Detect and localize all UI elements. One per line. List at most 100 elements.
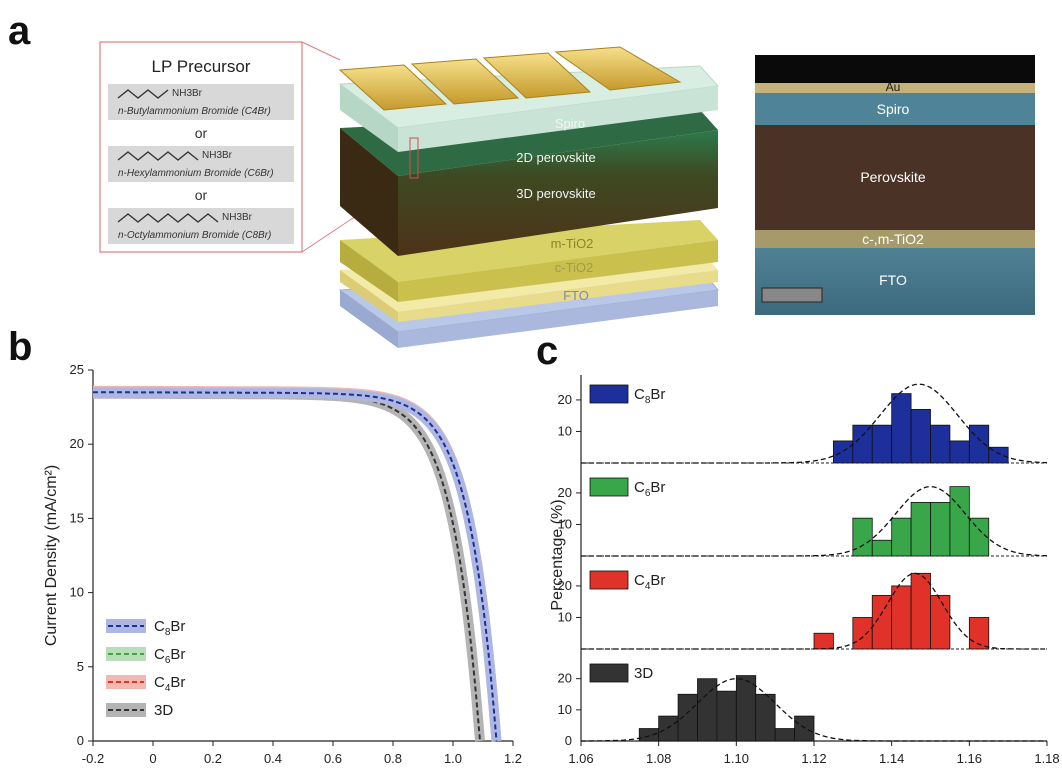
- jv-x-tick-label: -0.2: [82, 751, 104, 766]
- sem-label-spiro: Spiro: [877, 101, 910, 117]
- layer-label-3d: 3D perovskite: [516, 186, 595, 201]
- jv-line-c8br: [93, 391, 498, 742]
- electrode-3: [482, 52, 592, 99]
- hist-bar-c6br: [910, 501, 931, 557]
- jv-x-tick-label: 0.8: [384, 751, 402, 766]
- sem-spiro-band: [755, 93, 1035, 125]
- jv-x-tick-label: 0.2: [204, 751, 222, 766]
- layer-label-2d: 2D perovskite: [516, 150, 595, 165]
- hist-x-tick-label: 1.16: [957, 751, 982, 766]
- layer-spiro-front: [398, 86, 718, 152]
- sem-label-fto: FTO: [879, 272, 907, 288]
- electrode-4: [554, 46, 682, 91]
- panel-label-c: c: [536, 329, 558, 373]
- hist-bar-c4br: [891, 585, 912, 650]
- hist-bar-c8br: [833, 440, 854, 464]
- hist-y-tick-label: 20: [558, 485, 572, 500]
- hist-y-tick-label: 20: [558, 671, 572, 686]
- hist-legend-swatch: [589, 477, 629, 497]
- layer-perovskite-side: [340, 128, 398, 256]
- hist-bar-3d: [697, 678, 718, 742]
- molecule-2-chain: [117, 151, 199, 161]
- sem-scale-bar: [761, 287, 823, 303]
- sem-label-au: Au: [886, 80, 901, 94]
- hist-y-tick-label: 10: [558, 609, 572, 624]
- layer-fto-side: [340, 290, 398, 348]
- jv-band-3d: [89, 388, 485, 742]
- layer-label-ctio2: c-TiO2: [555, 260, 594, 275]
- sem-label-tio2: c-,m-TiO2: [862, 231, 924, 247]
- hist-bar-c8br: [930, 424, 951, 464]
- hist-y-tick-zero: 0: [565, 733, 572, 748]
- layer-ctio2-side: [340, 270, 398, 322]
- precursor-box: LP Precursor NH3Br n-Butylammonium Bromi…: [99, 41, 411, 253]
- hist-bar-c6br: [968, 517, 990, 557]
- jv-line-3d: [93, 392, 481, 742]
- gold-electrodes: [338, 46, 682, 111]
- hist-fit-c4br: [581, 572, 1047, 650]
- hist-x-tick-label: 1.06: [568, 751, 593, 766]
- panel-label-a: a: [8, 9, 31, 53]
- hist-fit-3d: [581, 678, 1047, 742]
- or-label-2: or: [195, 187, 208, 203]
- precursor-title: LP Precursor: [152, 57, 251, 76]
- layer-perovskite-front: [398, 130, 718, 256]
- jv-x-tick-label: 0: [149, 751, 156, 766]
- layer-ctio2-front: [398, 270, 718, 322]
- molecule-3-bg: [108, 208, 294, 244]
- hist-bar-3d: [755, 693, 776, 742]
- zoom-line-top: [301, 41, 341, 61]
- hist-legend-swatch: [589, 570, 629, 590]
- hist-bar-c6br: [852, 517, 873, 557]
- electrode-1: [338, 64, 448, 111]
- hist-bar-c4br: [930, 594, 951, 650]
- device-stack: Spiro 2D perovskite 3D perovskite m-TiO2…: [338, 46, 720, 348]
- hist-bar-3d: [638, 728, 660, 742]
- hist-bar-c8br: [968, 424, 990, 464]
- layer-fto-front: [398, 290, 718, 348]
- hist-bar-c4br: [871, 594, 893, 650]
- molecule-2-bg: [108, 146, 294, 182]
- hist-y-tick-label: 20: [558, 578, 572, 593]
- layer-mtio2-side: [340, 240, 398, 302]
- zoom-marker: [409, 137, 419, 179]
- sem-image: Au Spiro Perovskite c-,m-TiO2 FTO: [755, 55, 1035, 315]
- hist-legend-label: C6Br: [634, 479, 665, 499]
- jv-legend-label: C4Br: [154, 674, 185, 694]
- hist-y-tick-label: 20: [558, 392, 572, 407]
- layer-label-mtio2: m-TiO2: [551, 236, 594, 251]
- jv-y-tick-label: 10: [70, 585, 84, 600]
- molecule-3-name: n-Octylammonium Bromide (C8Br): [118, 230, 271, 241]
- jv-x-tick-label: 1.2: [504, 751, 522, 766]
- hist-x-tick-label: 1.14: [879, 751, 904, 766]
- jv-y-tick-label: 25: [70, 362, 84, 377]
- hist-bar-3d: [774, 728, 795, 742]
- jv-x-tick-label: 1.0: [444, 751, 462, 766]
- voc-histograms: 1.06 1.08 1.10 1.12 1.14 1.16 1.18 Percentage (…: [549, 375, 1060, 766]
- molecule-1-bg: [108, 84, 294, 120]
- molecule-1-name: n-Butylammonium Bromide (C4Br): [118, 106, 271, 117]
- sem-perovskite-band: [755, 125, 1035, 230]
- hist-bar-3d: [716, 690, 737, 742]
- jv-chart: -0.2 0 0.2 0.4 0.6 0.8 1.0 1.2 0 5 10 15 20 25 Current…: [43, 362, 522, 766]
- hist-bar-c4br: [910, 572, 931, 650]
- hist-bar-c4br: [852, 617, 873, 650]
- hist-bar-c4br: [968, 617, 990, 650]
- jv-legend-label: C8Br: [154, 618, 185, 638]
- hist-fit-c8br: [581, 383, 1048, 464]
- hist-bar-c6br: [949, 486, 970, 557]
- electrode-2: [410, 58, 520, 105]
- jv-legend-label: C6Br: [154, 646, 185, 666]
- jv-y-tick-label: 20: [70, 436, 84, 451]
- hist-y-tick-label: 10: [558, 516, 572, 531]
- sem-fto-band: [755, 248, 1035, 315]
- hist-x-tick-label: 1.12: [801, 751, 826, 766]
- hist-y-axis-title: Percentage (%): [549, 499, 566, 610]
- molecule-2-name: n-Hexylammonium Bromide (C6Br): [118, 168, 274, 179]
- layer-label-fto: FTO: [563, 288, 589, 303]
- hist-bar-c6br: [891, 517, 912, 557]
- hist-bar-c8br: [910, 408, 931, 464]
- hist-legend-label: C8Br: [634, 386, 665, 406]
- hist-bar-c6br: [930, 501, 951, 557]
